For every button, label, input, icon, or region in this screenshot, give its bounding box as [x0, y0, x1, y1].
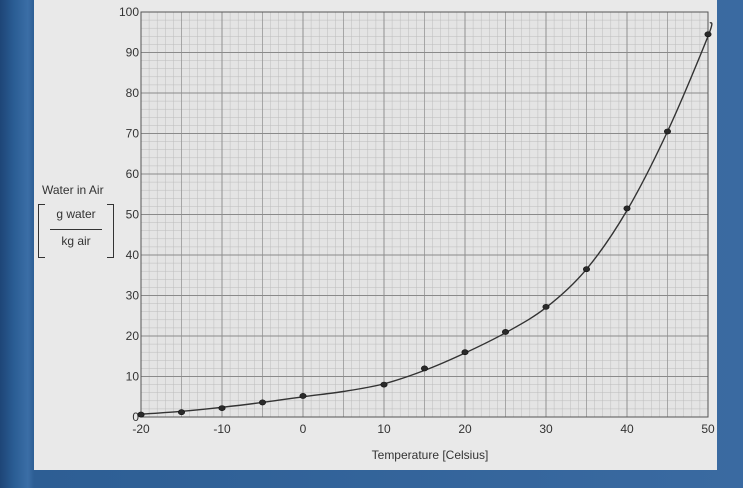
y-tick-label: 80: [126, 86, 140, 100]
left-bracket: [38, 204, 45, 258]
y-tick-label: 60: [126, 167, 140, 181]
data-point: [704, 31, 712, 38]
data-point: [582, 266, 590, 273]
x-tick-label: 30: [539, 422, 553, 436]
data-point: [461, 349, 469, 356]
data-point: [542, 303, 550, 310]
fraction-bar: [50, 229, 102, 230]
data-point: [299, 393, 307, 399]
data-point: [178, 409, 186, 416]
x-tick-label: -20: [132, 422, 150, 436]
y-tick-label: 10: [126, 370, 140, 384]
x-tick-labels: -20 -10 0 10 20 30 40 50: [132, 422, 715, 436]
x-axis-label: Temperature [Celsius]: [371, 448, 489, 462]
axes: [140, 11, 709, 418]
y-tick-label: 90: [126, 46, 140, 60]
x-tick-label: 0: [300, 422, 307, 436]
x-tick-label: 50: [701, 422, 715, 436]
x-tick-label: -10: [213, 422, 231, 436]
y-tick-label: 30: [126, 289, 140, 303]
y-axis-unit-fraction: g water kg air: [38, 204, 114, 258]
y-tick-label: 20: [126, 329, 140, 343]
x-tick-label: 10: [377, 422, 391, 436]
points-layer: [137, 31, 712, 418]
data-point: [420, 365, 428, 372]
data-point: [501, 329, 509, 335]
data-point: [258, 399, 266, 406]
y-tick-label: 100: [119, 5, 139, 19]
y-tick-label: 70: [126, 127, 140, 141]
curve-layer: [140, 21, 713, 415]
x-tick-label: 20: [458, 422, 472, 436]
y-tick-labels: 0 10 20 30 40 50 60 70 80 90 100: [119, 5, 139, 424]
y-axis-unit-numerator: g water: [56, 207, 96, 221]
data-point: [137, 411, 145, 418]
y-axis-unit-denominator: kg air: [61, 234, 91, 248]
data-point: [218, 405, 226, 411]
y-tick-label: 50: [126, 208, 140, 222]
series-line: [140, 21, 713, 415]
x-tick-label: 40: [620, 422, 634, 436]
data-point: [663, 128, 671, 135]
data-point: [623, 205, 631, 212]
data-point: [380, 381, 388, 388]
y-tick-label: 40: [126, 248, 140, 262]
right-bracket: [107, 204, 114, 258]
y-axis-title: Water in Air: [42, 183, 104, 197]
plot-frame: [140, 11, 709, 418]
y-tick-label: 0: [132, 410, 139, 424]
